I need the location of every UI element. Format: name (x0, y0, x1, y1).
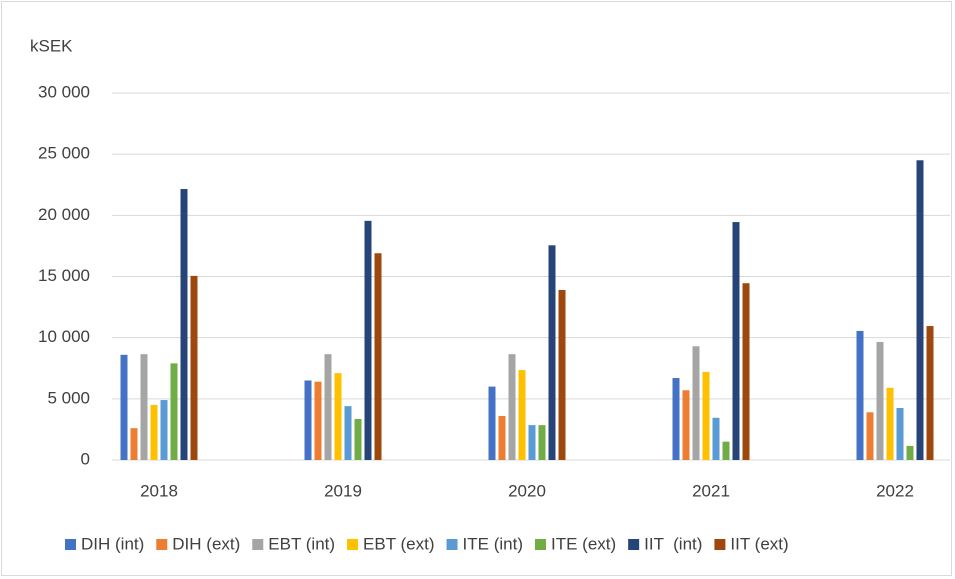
legend-swatch (65, 539, 76, 550)
y-tick-label: 15 000 (38, 266, 90, 285)
legend-label: ITE (ext) (551, 534, 616, 553)
bar (692, 346, 700, 460)
legend-label: ITE (int) (463, 534, 523, 553)
bar (896, 408, 904, 460)
y-tick-label: 30 000 (38, 82, 90, 101)
legend-swatch (714, 539, 726, 550)
y-tick-label: 0 (81, 449, 90, 468)
legend-swatch (252, 539, 264, 550)
bar (508, 354, 516, 460)
bar (876, 341, 884, 460)
bar (120, 354, 128, 460)
x-tick-label: 2018 (140, 481, 178, 500)
bar (538, 425, 546, 460)
bar (682, 390, 690, 460)
bar (906, 445, 914, 460)
bar (344, 406, 352, 460)
bar (866, 412, 874, 460)
bar (324, 354, 332, 460)
x-tick-label: 2021 (692, 481, 730, 500)
bar (742, 283, 750, 460)
legend-label: IIT (int) (644, 534, 702, 553)
bar (374, 253, 382, 460)
legend-swatch (534, 539, 546, 550)
bar (180, 189, 188, 460)
bar (190, 275, 198, 460)
bar (334, 373, 342, 460)
bar (498, 415, 506, 460)
legend-swatch (446, 539, 458, 550)
bar (548, 245, 556, 460)
bar (314, 381, 322, 460)
bar (170, 363, 178, 460)
bar (886, 387, 894, 460)
legend-label: DIH (ext) (172, 534, 240, 553)
legend-label: EBT (int) (268, 534, 335, 553)
y-tick-label: 10 000 (38, 327, 90, 346)
bar (140, 354, 148, 460)
bar (702, 371, 710, 460)
y-tick-label: 20 000 (38, 205, 90, 224)
bar (916, 160, 924, 461)
bar (712, 417, 720, 460)
bar (488, 386, 496, 460)
y-tick-label: 5 000 (47, 388, 90, 407)
x-tick-label: 2019 (324, 481, 362, 500)
bar (150, 404, 158, 460)
y-axis-label: kSEK (30, 36, 73, 55)
legend-label: EBT (ext) (363, 534, 434, 553)
bar (130, 428, 138, 460)
legend-label: IIT (ext) (730, 534, 788, 553)
bar (354, 419, 362, 460)
bar (856, 330, 864, 460)
x-tick-label: 2022 (876, 481, 914, 500)
legend-swatch (628, 539, 640, 550)
legend-label: DIH (int) (81, 534, 144, 553)
x-tick-label: 2020 (508, 481, 546, 500)
bar (304, 380, 312, 460)
legend-swatch (156, 539, 168, 550)
bar (518, 370, 526, 460)
bar (364, 220, 372, 460)
bar (558, 289, 566, 460)
bar (732, 222, 740, 460)
bar (926, 326, 934, 460)
bar (672, 378, 680, 460)
bar (722, 441, 730, 460)
bar (528, 425, 536, 460)
legend-swatch (347, 539, 359, 550)
y-tick-label: 25 000 (38, 144, 90, 163)
bar (160, 400, 168, 460)
